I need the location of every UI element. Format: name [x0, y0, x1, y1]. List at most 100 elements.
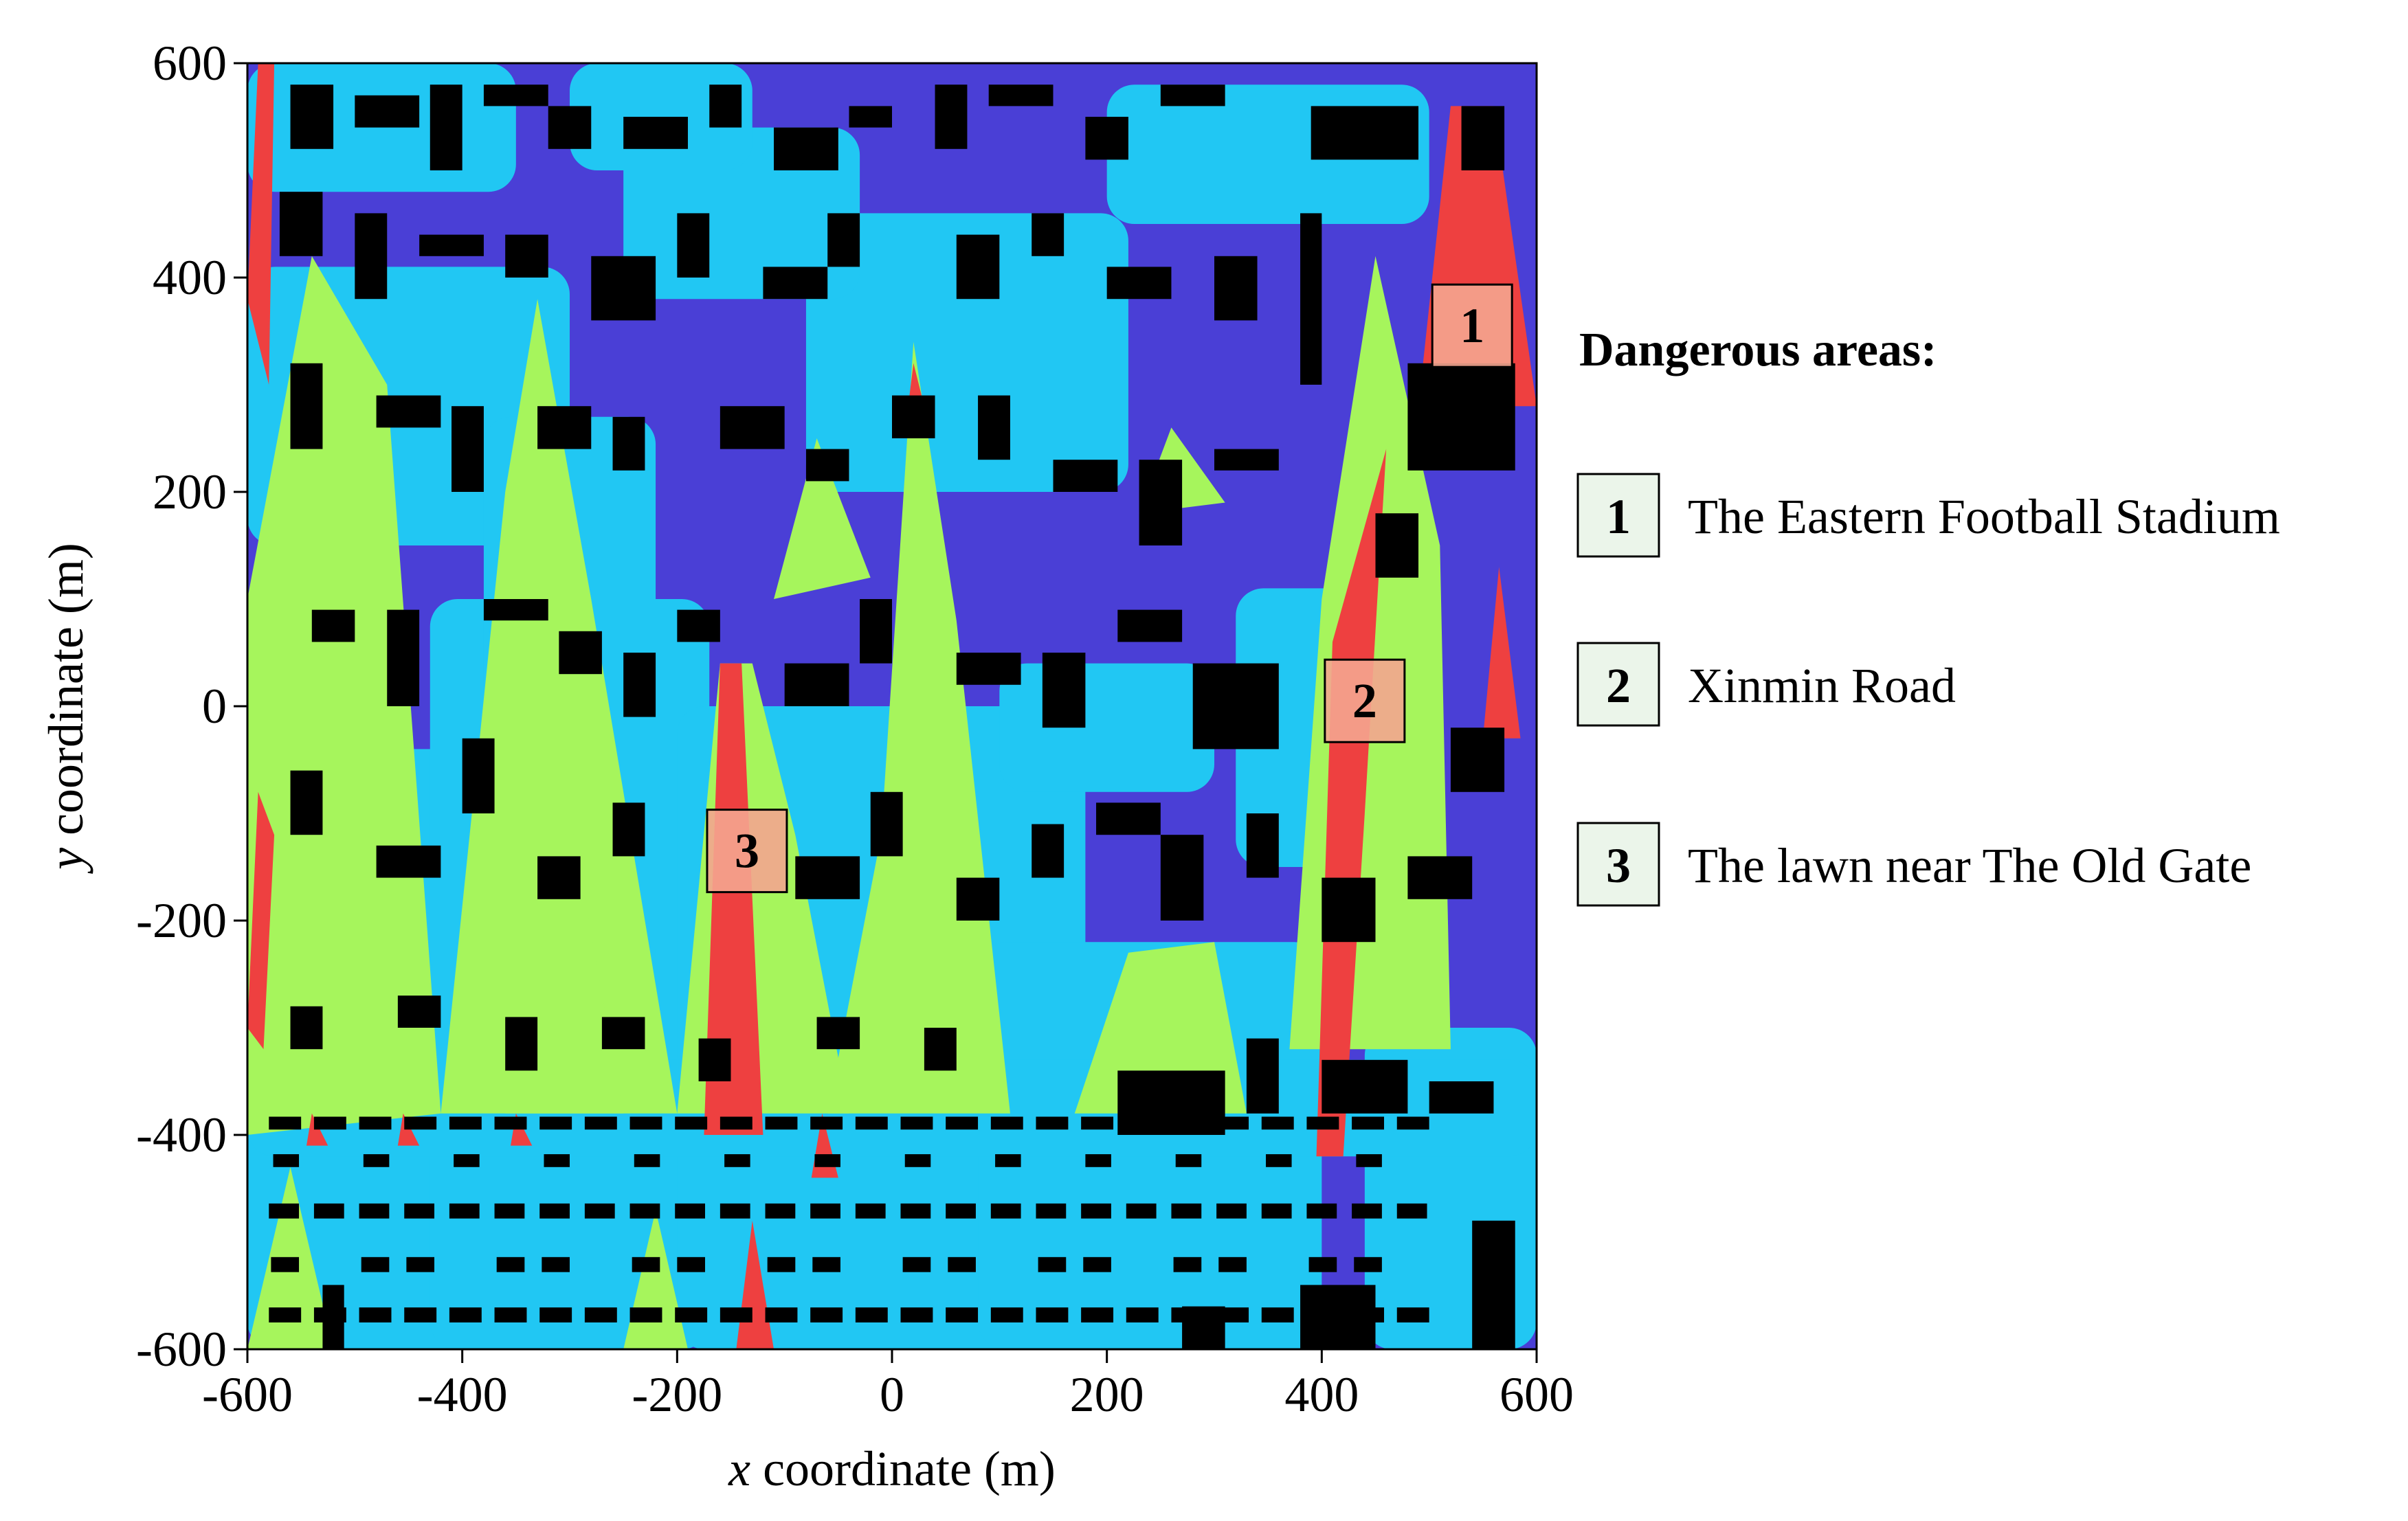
building: [1396, 1307, 1429, 1322]
building: [1182, 1306, 1225, 1349]
y-axis: -600 -400 -200 0 200 400 600: [136, 36, 247, 1377]
building: [810, 1203, 840, 1219]
building: [584, 1203, 615, 1219]
building: [1126, 1203, 1157, 1219]
y-tick-label: 600: [153, 36, 227, 91]
danger-marker-label: 3: [735, 824, 759, 879]
building: [774, 127, 838, 170]
building: [584, 1116, 617, 1130]
building: [1036, 1307, 1069, 1322]
building: [376, 845, 441, 878]
building: [359, 1116, 392, 1130]
legend-number: 2: [1606, 658, 1631, 713]
building: [1096, 802, 1161, 835]
building: [419, 234, 484, 256]
building: [855, 1203, 886, 1219]
x-tick-label: 0: [880, 1367, 904, 1422]
building: [290, 363, 323, 449]
building: [855, 1307, 888, 1322]
building: [623, 117, 688, 149]
building: [1214, 256, 1258, 321]
building: [1352, 1203, 1382, 1219]
building: [1218, 1257, 1247, 1272]
y-tick-label: 200: [153, 464, 227, 519]
x-tick-label: 200: [1070, 1367, 1144, 1422]
building: [946, 1307, 979, 1322]
building: [870, 791, 903, 857]
legend-label: The lawn near The Old Gate: [1688, 838, 2251, 893]
building: [720, 406, 785, 449]
building: [935, 84, 968, 149]
building: [269, 1116, 302, 1130]
building: [1266, 1154, 1292, 1167]
building: [956, 877, 1000, 921]
building: [1192, 663, 1279, 750]
building: [784, 663, 849, 706]
building: [290, 1006, 323, 1050]
building: [990, 1307, 1023, 1322]
building: [765, 1116, 798, 1130]
building: [539, 1116, 572, 1130]
building: [1407, 363, 1515, 471]
legend-number-box: [1576, 642, 1660, 727]
building: [483, 84, 548, 106]
building: [601, 1017, 645, 1050]
building: [765, 1203, 796, 1219]
x-tick-label: -200: [632, 1367, 722, 1422]
legend-number: 1: [1606, 489, 1631, 544]
building: [1300, 1285, 1376, 1349]
building: [860, 599, 892, 664]
danger-zone: [1482, 567, 1521, 739]
building: [269, 1307, 302, 1322]
building: [900, 1203, 931, 1219]
building: [1396, 1116, 1429, 1130]
building: [978, 395, 1010, 460]
building: [462, 738, 495, 813]
building: [404, 1203, 435, 1219]
building: [449, 1116, 482, 1130]
building: [313, 1203, 344, 1219]
building: [452, 406, 484, 492]
flow-plume: [441, 299, 678, 1114]
danger-zone: [704, 663, 763, 1135]
building: [1036, 1116, 1069, 1130]
building: [1117, 609, 1183, 642]
building: [542, 1257, 570, 1272]
building: [1407, 856, 1473, 899]
building: [849, 106, 892, 128]
building: [406, 1257, 435, 1272]
building: [584, 1307, 617, 1322]
building: [1160, 835, 1204, 921]
building: [1032, 824, 1064, 878]
building: [1246, 1038, 1279, 1114]
building: [1306, 1116, 1339, 1130]
building: [990, 1116, 1023, 1130]
danger-markers: 1 2 3: [706, 283, 1513, 894]
danger-marker-label: 1: [1460, 298, 1484, 353]
danger-marker-box: [706, 809, 788, 894]
building: [505, 234, 548, 278]
building: [763, 267, 828, 300]
y-tick-label: -200: [136, 893, 227, 948]
building: [537, 856, 581, 899]
building: [675, 1307, 708, 1322]
building: [629, 1307, 662, 1322]
danger-marker-label: 2: [1352, 673, 1377, 728]
building: [355, 213, 388, 300]
building: [698, 1038, 731, 1081]
building: [363, 1154, 390, 1167]
building: [1214, 449, 1279, 471]
building: [449, 1307, 482, 1322]
building: [1311, 106, 1419, 160]
building: [1085, 117, 1128, 160]
x-tick-label: 400: [1284, 1367, 1359, 1422]
building: [677, 609, 720, 642]
building: [956, 234, 1000, 300]
building: [720, 1307, 752, 1322]
building: [505, 1017, 538, 1071]
building: [311, 609, 355, 642]
building: [496, 1257, 525, 1272]
building: [1081, 1203, 1111, 1219]
building: [1308, 1257, 1337, 1272]
building: [454, 1154, 480, 1167]
